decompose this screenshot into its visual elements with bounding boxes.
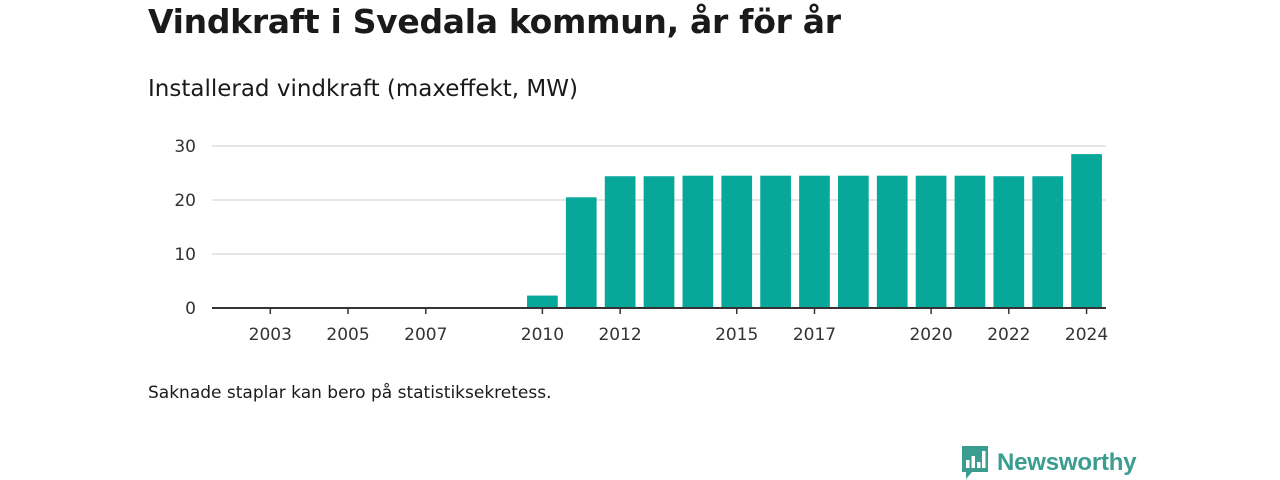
x-tick-label: 2005 — [326, 325, 369, 345]
bar-2018 — [837, 175, 869, 308]
bar-2016 — [760, 175, 791, 308]
x-tick-label: 2020 — [909, 325, 952, 345]
x-tick-label: 2022 — [987, 325, 1030, 345]
bar-2024 — [1071, 154, 1102, 308]
bars — [527, 154, 1102, 308]
chart-title: Vindkraft i Svedala kommun, år för år — [148, 2, 841, 41]
bar-2021 — [954, 175, 986, 308]
x-tick-label: 2007 — [404, 325, 447, 345]
brand-logo: Newsworthy — [962, 446, 1137, 480]
y-tick-label: 0 — [185, 299, 196, 319]
x-tick-label: 2017 — [793, 325, 836, 345]
bar-2022 — [993, 176, 1025, 308]
y-tick-label: 20 — [174, 191, 196, 211]
bar-2017 — [799, 175, 830, 308]
newsworthy-logo-icon — [962, 446, 988, 479]
brand-name: Newsworthy — [997, 449, 1137, 476]
chart-subtitle: Installerad vindkraft (maxeffekt, MW) — [148, 76, 578, 102]
bar-chart: 0 10 20 30 2003 2005 2007 2010 2012 2015 2017 2020 2… — [174, 137, 1108, 345]
bar-2023 — [1032, 176, 1064, 308]
bar-2011 — [565, 197, 597, 308]
bar-2020 — [915, 175, 947, 308]
x-tick-label: 2012 — [598, 325, 641, 345]
x-tick-label: 2015 — [715, 325, 758, 345]
bar-2010 — [527, 295, 558, 308]
bar-2015 — [721, 175, 753, 308]
x-tick-label: 2003 — [249, 325, 292, 345]
bar-2014 — [682, 175, 714, 308]
bar-2013 — [643, 176, 675, 308]
bar-2019 — [876, 175, 908, 308]
y-tick-label: 10 — [174, 245, 196, 265]
bar-2012 — [604, 176, 636, 308]
x-tick-label: 2010 — [521, 325, 564, 345]
x-tick-label: 2024 — [1065, 325, 1108, 345]
footnote: Saknade staplar kan bero på statistiksek… — [148, 383, 552, 403]
axes: 0 10 20 30 2003 2005 2007 2010 2012 2015 2017 2020 2… — [174, 137, 1108, 345]
y-tick-label: 30 — [174, 137, 196, 157]
